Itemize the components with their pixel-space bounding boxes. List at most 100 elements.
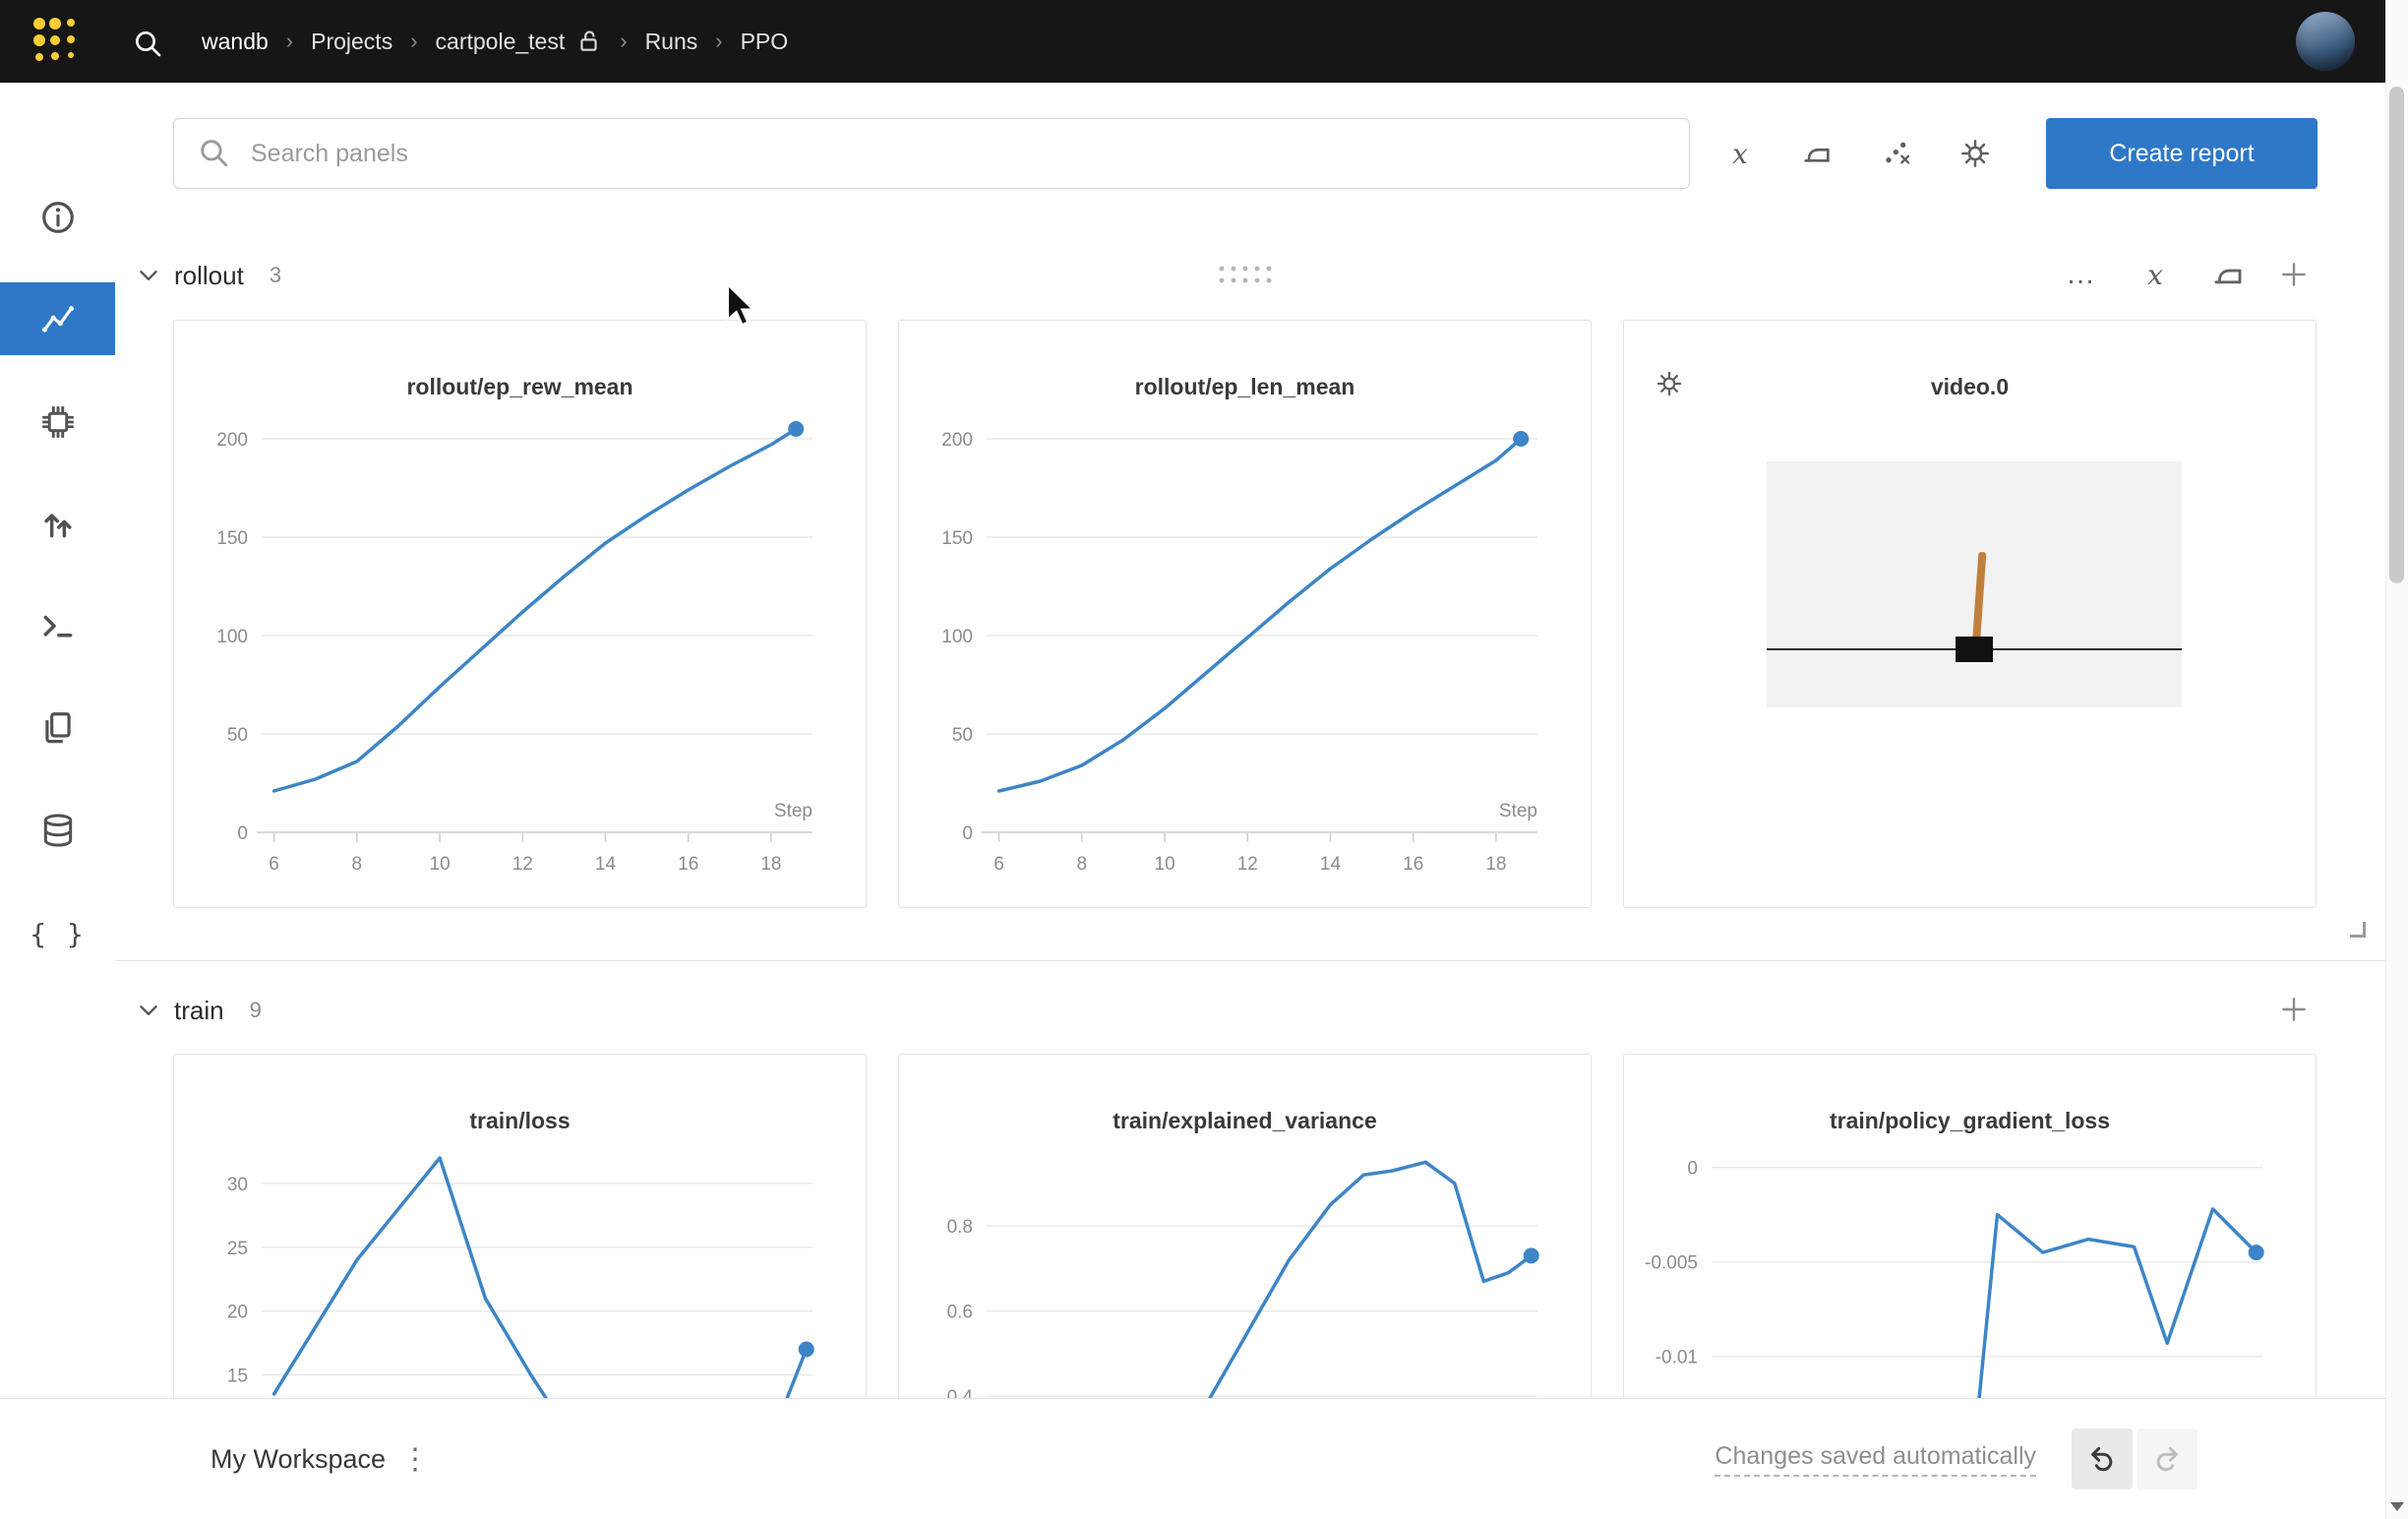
workspace-settings-button[interactable]: [1954, 132, 1997, 175]
svg-text:0: 0: [962, 823, 973, 844]
svg-text:150: 150: [941, 528, 973, 549]
double-arrow-up-icon: [43, 514, 72, 538]
svg-text:100: 100: [941, 627, 973, 647]
math-x-icon: x: [1732, 137, 1748, 170]
svg-text:Step: Step: [1499, 801, 1537, 821]
scroll-down-arrow[interactable]: [2390, 1502, 2404, 1511]
math-x-icon: x: [2147, 258, 2163, 291]
section-title: rollout: [174, 260, 244, 290]
add-panel-button[interactable]: [2271, 252, 2317, 297]
x-axis-settings-button[interactable]: x: [1718, 132, 1762, 175]
workspace-name-label: My Workspace: [211, 1443, 387, 1474]
bottom-bar: My Workspace ⋮ Changes saved automatical…: [0, 1398, 2386, 1519]
breadcrumb-run-name[interactable]: PPO: [740, 28, 789, 54]
svg-text:0: 0: [237, 823, 248, 844]
breadcrumb-separator: ›: [410, 29, 418, 53]
svg-text:0: 0: [1687, 1159, 1698, 1180]
sidebar-item-code[interactable]: { }: [0, 897, 115, 970]
add-panel-button[interactable]: [2271, 987, 2317, 1032]
breadcrumb-runs[interactable]: Runs: [644, 28, 698, 54]
svg-text:50: 50: [952, 725, 973, 746]
create-report-button[interactable]: Create report: [2046, 118, 2318, 189]
breadcrumb-separator: ›: [715, 29, 723, 53]
svg-text:25: 25: [227, 1239, 248, 1259]
cpu-chip-icon: [41, 406, 74, 438]
panel-rollout-ep-rew-mean[interactable]: rollout/ep_rew_mean 0 50 100 150 200 6 8 10 12 14…: [173, 320, 867, 908]
workspace-main: x Create report: [115, 83, 2386, 1519]
sidebar-item-overview[interactable]: [0, 181, 115, 254]
section-divider: [115, 960, 2386, 961]
svg-text:6: 6: [993, 854, 1004, 875]
svg-text:0.8: 0.8: [947, 1217, 973, 1238]
svg-text:14: 14: [1320, 854, 1342, 875]
global-search-icon[interactable]: [126, 22, 169, 65]
workspace-menu-button[interactable]: ⋮: [393, 1437, 437, 1481]
breadcrumb-projects[interactable]: Projects: [311, 28, 393, 54]
outliers-settings-button[interactable]: [1875, 132, 1918, 175]
info-icon: [41, 202, 74, 233]
autosave-text: Changes saved automatically: [1715, 1442, 2036, 1477]
sidebar-item-model[interactable]: [0, 487, 115, 560]
panel-video-0[interactable]: video.0: [1623, 320, 2317, 908]
svg-text:-0.01: -0.01: [1656, 1348, 1698, 1368]
section-x-axis-button[interactable]: x: [2133, 252, 2178, 297]
kebab-icon: ⋮: [400, 1442, 430, 1476]
section-header-train: train 9: [115, 981, 2386, 1040]
sidebar-item-charts[interactable]: [0, 282, 115, 355]
breadcrumb: wandb › Projects › cartpole_test › Runs …: [202, 0, 788, 83]
breadcrumb-project-name[interactable]: cartpole_test: [435, 28, 566, 54]
outlier-points-icon: [1886, 142, 1910, 164]
cartpole-pole: [1972, 551, 1987, 643]
panel-title: train/explained_variance: [1113, 1108, 1377, 1133]
section-title: train: [174, 995, 224, 1025]
svg-text:200: 200: [216, 430, 248, 451]
wandb-logo-dots: [33, 18, 75, 61]
svg-text:12: 12: [1237, 854, 1258, 875]
collapse-section-button[interactable]: [129, 256, 168, 295]
chevron-down-icon: [140, 271, 157, 280]
section-drag-handle[interactable]: [1217, 262, 1274, 292]
panel-title: train/loss: [469, 1108, 571, 1133]
undo-button[interactable]: [2072, 1428, 2133, 1489]
section-menu-button[interactable]: …: [2059, 252, 2104, 297]
collapse-section-button[interactable]: [129, 991, 168, 1030]
sidebar-item-system[interactable]: [0, 386, 115, 458]
panel-search: [173, 118, 1690, 189]
line-chart[interactable]: 0 50 100 150 200 6 8 10 12 14 16 18 Step: [899, 321, 1591, 907]
sidebar-item-artifacts[interactable]: [0, 794, 115, 867]
svg-text:16: 16: [678, 854, 698, 875]
panel-rollout-ep-len-mean[interactable]: rollout/ep_len_mean 0 50 100 150 200 6 8 10 12 14…: [898, 320, 1592, 908]
panel-title: rollout/ep_rew_mean: [406, 374, 633, 399]
breadcrumb-separator: ›: [285, 29, 294, 53]
svg-text:6: 6: [269, 854, 279, 875]
line-chart[interactable]: 0 50 100 150 200 6 8 10 12 14 16 18 Step: [174, 321, 866, 907]
panel-title: train/policy_gradient_loss: [1829, 1108, 2111, 1133]
section-smoothing-button[interactable]: [2205, 252, 2251, 297]
svg-text:15: 15: [227, 1367, 248, 1387]
section-header-left: rollout 3: [129, 246, 281, 305]
iron-smoothing-icon: [1804, 148, 1830, 162]
user-avatar[interactable]: [2296, 12, 2355, 71]
section-header-rollout: rollout 3 … x: [115, 246, 2386, 305]
sidebar-item-files[interactable]: [0, 692, 115, 764]
breadcrumb-wandb[interactable]: wandb: [202, 28, 269, 54]
smoothing-settings-button[interactable]: [1795, 132, 1838, 175]
section-resize-handle[interactable]: [2350, 922, 2366, 938]
top-navigation-bar: wandb › Projects › cartpole_test › Runs …: [0, 0, 2408, 83]
wandb-logo[interactable]: [28, 14, 83, 69]
line-chart-icon: [41, 306, 74, 333]
plus-icon: [2282, 998, 2306, 1021]
redo-button[interactable]: [2137, 1428, 2197, 1489]
scrollbar-thumb[interactable]: [2389, 87, 2404, 583]
svg-text:8: 8: [1077, 854, 1088, 875]
search-panels-input[interactable]: [173, 118, 1690, 189]
svg-text:50: 50: [227, 725, 248, 746]
terminal-icon: [43, 615, 72, 638]
sidebar-item-logs[interactable]: [0, 590, 115, 663]
undo-icon: [2091, 1446, 2113, 1472]
panel-settings-gear-icon[interactable]: [1650, 364, 1689, 403]
chevron-down-icon: [140, 1005, 157, 1015]
ellipsis-icon: …: [2066, 258, 2097, 290]
panel-title: video.0: [1930, 374, 2010, 399]
cartpole-cart: [1956, 637, 1993, 662]
